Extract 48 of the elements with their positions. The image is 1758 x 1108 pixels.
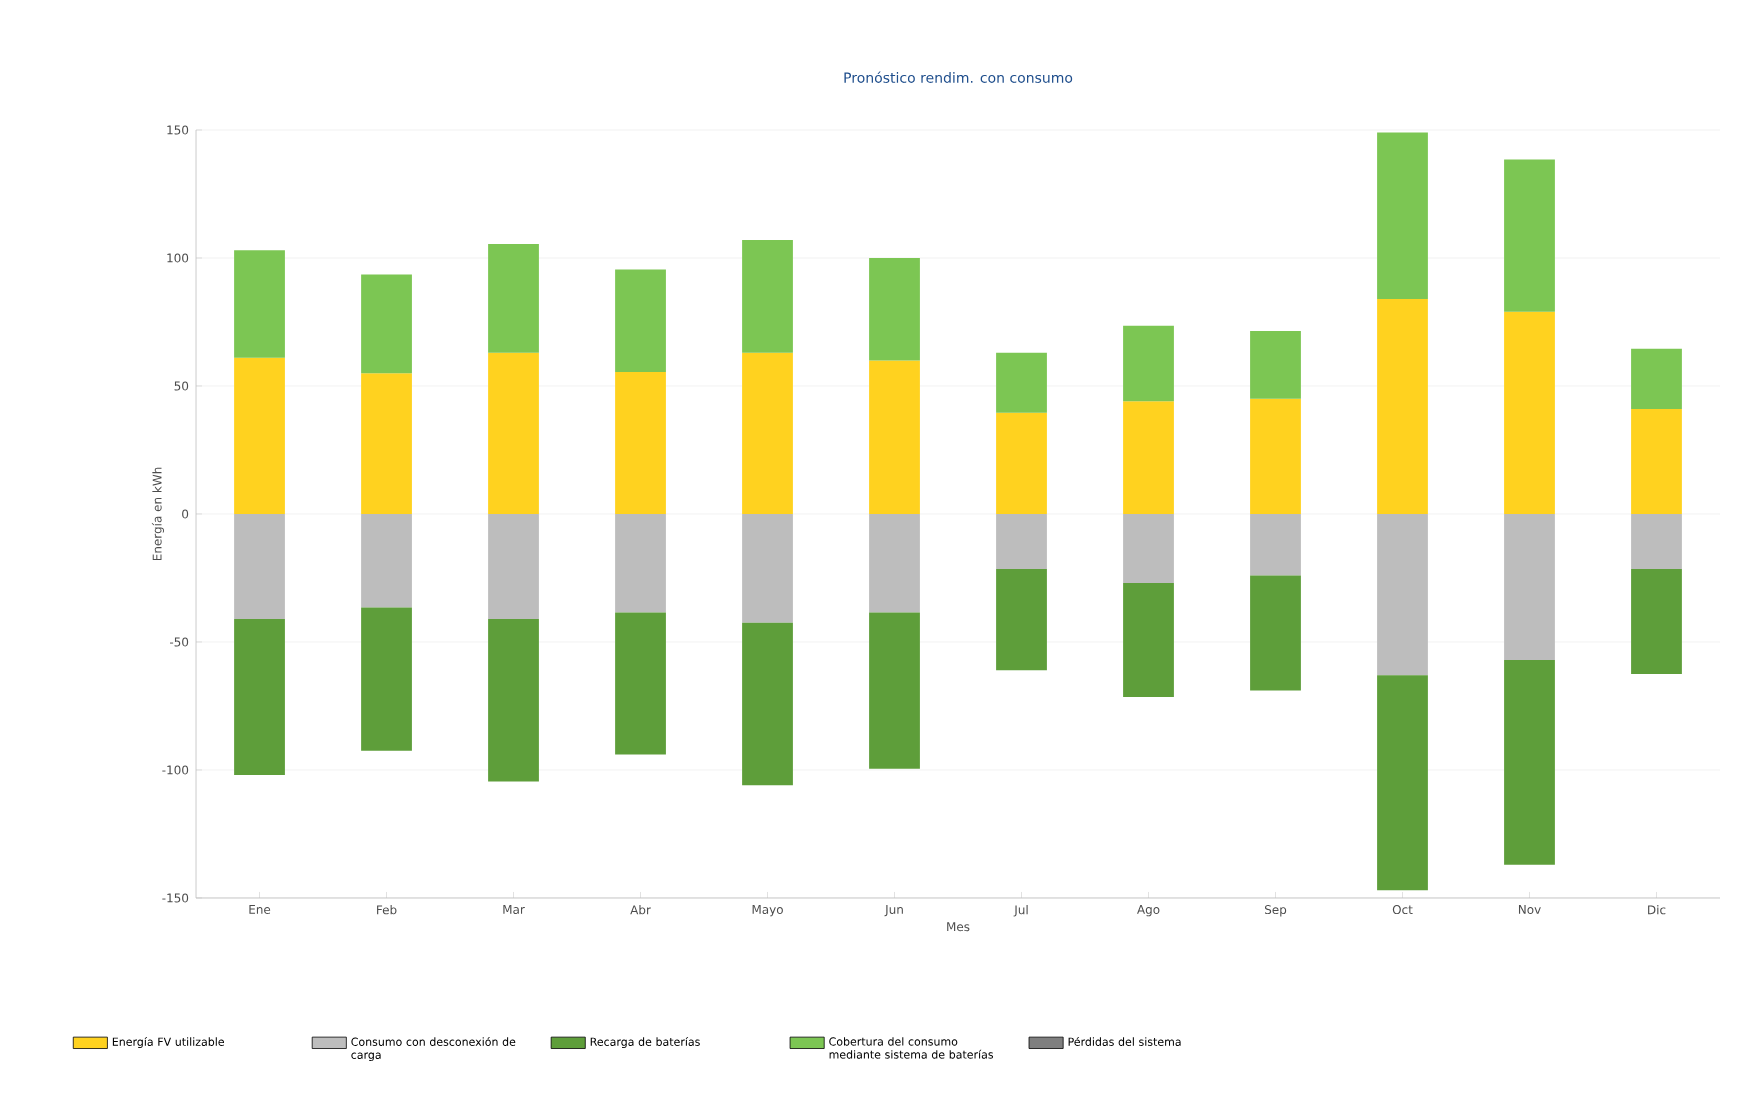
bar [488, 513, 539, 619]
bar [869, 513, 920, 613]
bar [1504, 659, 1555, 865]
bar [361, 274, 412, 374]
bar [1504, 159, 1555, 312]
bar [742, 352, 793, 514]
bar [1123, 325, 1174, 402]
bar [1504, 513, 1555, 660]
bar [996, 352, 1047, 413]
bar [234, 618, 285, 776]
bar [234, 513, 285, 619]
bar [1250, 575, 1301, 691]
bar [488, 618, 539, 782]
bar [361, 513, 412, 608]
bar [615, 269, 666, 372]
bar [1250, 513, 1301, 576]
bar [869, 257, 920, 361]
bar [1123, 401, 1174, 514]
bar [1631, 569, 1682, 674]
bar [1377, 675, 1428, 891]
bar [869, 612, 920, 769]
bar [488, 352, 539, 514]
bar [1631, 409, 1682, 514]
bar [615, 371, 666, 514]
bar [234, 357, 285, 514]
bar [488, 243, 539, 353]
bar [361, 373, 412, 514]
bar [1250, 330, 1301, 399]
bar [996, 412, 1047, 514]
bar [996, 513, 1047, 570]
bar [742, 622, 793, 786]
bar [1123, 513, 1174, 584]
bar [996, 569, 1047, 671]
bar [361, 607, 412, 751]
bar [615, 612, 666, 755]
bar [234, 250, 285, 358]
bar [615, 513, 666, 613]
bar [742, 240, 793, 353]
bar [1250, 398, 1301, 514]
bar [1631, 513, 1682, 570]
bar [742, 513, 793, 623]
bar [1377, 513, 1428, 676]
bar [1377, 298, 1428, 514]
bar [1631, 348, 1682, 410]
bar [869, 360, 920, 514]
bar [1504, 311, 1555, 514]
bar [1123, 583, 1174, 698]
bar [1377, 132, 1428, 299]
